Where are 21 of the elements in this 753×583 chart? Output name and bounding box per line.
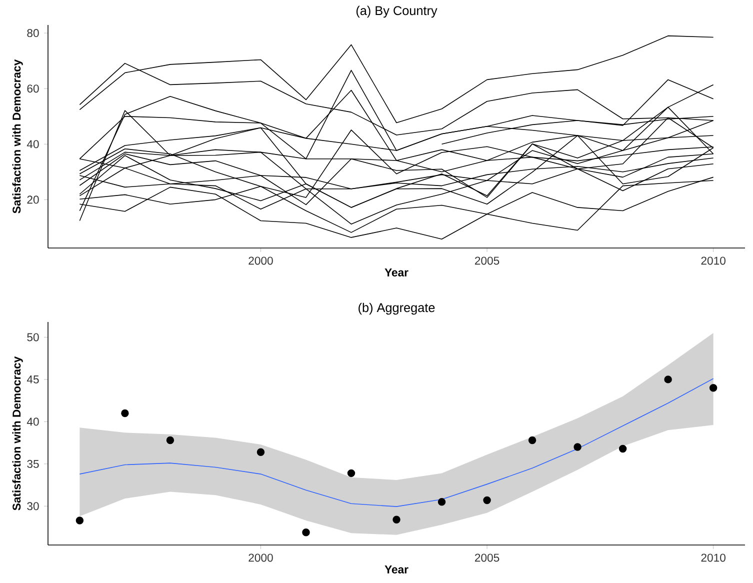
x-axis-title: Year: [384, 566, 408, 574]
x-tick-label: 2005: [474, 256, 500, 265]
y-axis-title: Satisfaction with Democracy: [12, 356, 23, 510]
x-tick-label: 2010: [701, 256, 726, 265]
y-tick-label: 80: [27, 29, 39, 38]
chart-title: (a) By Country: [356, 6, 438, 18]
y-axis-title: Satisfaction with Democracy: [12, 59, 23, 214]
y-tick-label: 60: [27, 84, 39, 93]
y-tick-label: 45: [26, 375, 39, 384]
y-tick-label: 30: [27, 502, 39, 510]
y-tick-label: 20: [27, 196, 39, 204]
x-axis-title: Year: [384, 268, 408, 276]
y-tick-label: 40: [26, 418, 39, 426]
y-tick-label: 40: [26, 140, 39, 148]
y-tick-label: 35: [27, 460, 39, 468]
y-tick-label: 50: [27, 333, 39, 342]
x-tick-label: 2000: [248, 256, 273, 265]
x-tick-label: 2010: [701, 554, 726, 562]
x-tick-label: 2000: [248, 554, 273, 562]
x-tick-label: 2005: [474, 554, 500, 562]
chart-title: (b) Aggregate: [358, 302, 435, 315]
